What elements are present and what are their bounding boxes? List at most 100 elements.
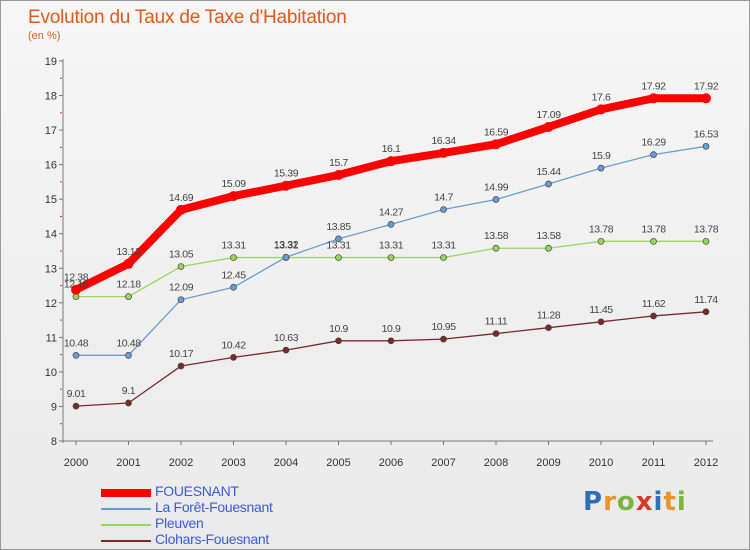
data-point [387, 254, 395, 261]
data-label: 16.1 [382, 143, 401, 155]
data-point [123, 258, 134, 269]
data-point [491, 139, 501, 150]
data-label: 10.48 [116, 337, 141, 349]
data-label: 13.05 [169, 249, 194, 261]
data-point [335, 254, 342, 261]
legend-item: FOUESNANT [101, 483, 361, 501]
data-point [492, 196, 500, 203]
data-point [597, 164, 605, 172]
data-label: 10.9 [382, 323, 401, 335]
data-point [125, 293, 132, 300]
x-tick-label: 2006 [379, 457, 403, 469]
data-point [125, 399, 132, 407]
legend-swatch [101, 489, 151, 497]
data-label: 9.1 [122, 385, 136, 397]
data-point [596, 104, 606, 115]
logo-letter: r [603, 487, 617, 517]
data-label: 10.42 [221, 339, 246, 351]
data-label: 12.45 [221, 269, 246, 281]
y-tick-label: 17 [45, 125, 57, 137]
data-point [177, 296, 185, 304]
data-label: 16.53 [694, 128, 719, 140]
data-point [282, 253, 290, 261]
data-label: 13.78 [641, 223, 666, 235]
x-tick-label: 2003 [221, 457, 245, 469]
data-label: 16.59 [484, 126, 509, 138]
data-label: 13.31 [379, 240, 404, 252]
proxiti-logo: Proxiti [583, 487, 687, 517]
data-point [387, 337, 395, 345]
data-point [543, 121, 554, 132]
legend-swatch [101, 508, 151, 510]
y-tick-label: 12 [45, 298, 57, 310]
data-label: 10.17 [169, 348, 194, 360]
y-tick-label: 19 [45, 56, 57, 68]
y-tick-label: 9 [51, 401, 57, 413]
y-tick-label: 10 [45, 367, 57, 379]
data-point [125, 351, 132, 359]
data-point [282, 346, 290, 354]
data-label: 14.7 [434, 192, 453, 204]
logo-letter: i [676, 487, 687, 517]
data-label: 15.7 [329, 157, 348, 169]
x-tick-label: 2005 [326, 457, 350, 469]
data-point [440, 335, 447, 343]
data-label: 11.74 [694, 294, 718, 306]
data-point [492, 244, 500, 252]
data-point [492, 330, 500, 337]
x-tick-label: 2001 [116, 457, 140, 469]
legend-item: Pleuven [101, 515, 361, 533]
chart-title: Evolution du Taux de Taxe d'Habitation [28, 7, 347, 28]
data-point [650, 312, 657, 320]
data-label: 15.9 [592, 150, 611, 162]
data-label: 11.45 [589, 304, 613, 316]
data-label: 17.6 [592, 91, 611, 103]
data-label: 14.27 [379, 206, 404, 218]
data-label: 13.31 [274, 240, 299, 252]
data-label: 17.09 [536, 109, 561, 121]
x-tick-label: 2011 [642, 457, 666, 469]
x-tick-label: 2007 [431, 457, 455, 469]
y-tick-label: 13 [45, 263, 57, 275]
data-point [597, 318, 605, 326]
data-label: 10.95 [431, 321, 456, 333]
x-tick-label: 2008 [484, 457, 508, 469]
data-point [333, 170, 344, 180]
data-point [386, 156, 396, 167]
logo-letter: t [663, 487, 677, 517]
data-point [177, 263, 185, 270]
legend-item: Clohars-Fouesnant [101, 531, 361, 549]
data-label: 16.34 [431, 135, 456, 147]
x-tick-label: 2000 [64, 457, 88, 469]
chart-subtitle: (en %) [28, 30, 61, 42]
data-label: 9.01 [67, 388, 86, 400]
data-point [701, 93, 711, 104]
data-point [230, 283, 237, 291]
data-point [440, 206, 447, 213]
y-tick-label: 16 [45, 160, 57, 172]
data-point [230, 254, 237, 261]
data-point [230, 354, 237, 361]
y-tick-label: 8 [51, 436, 57, 448]
data-label: 12.09 [169, 282, 194, 294]
data-label: 11.11 [485, 316, 508, 328]
data-point [650, 151, 657, 158]
data-label: 17.92 [694, 80, 719, 92]
data-point [228, 191, 239, 202]
data-point [702, 237, 710, 245]
data-point [545, 244, 552, 252]
data-point [72, 351, 80, 359]
legend-swatch [101, 540, 151, 542]
x-tick-label: 2012 [694, 457, 718, 469]
data-point [72, 402, 80, 410]
data-point [387, 221, 395, 228]
data-point [702, 308, 710, 316]
data-label: 11.28 [537, 310, 561, 322]
data-label: 10.48 [64, 337, 89, 349]
data-label: 13.32 [274, 239, 299, 251]
data-point [545, 324, 552, 332]
legend-swatch [101, 524, 151, 526]
y-tick-label: 14 [45, 229, 57, 241]
data-label: 15.09 [221, 178, 246, 190]
